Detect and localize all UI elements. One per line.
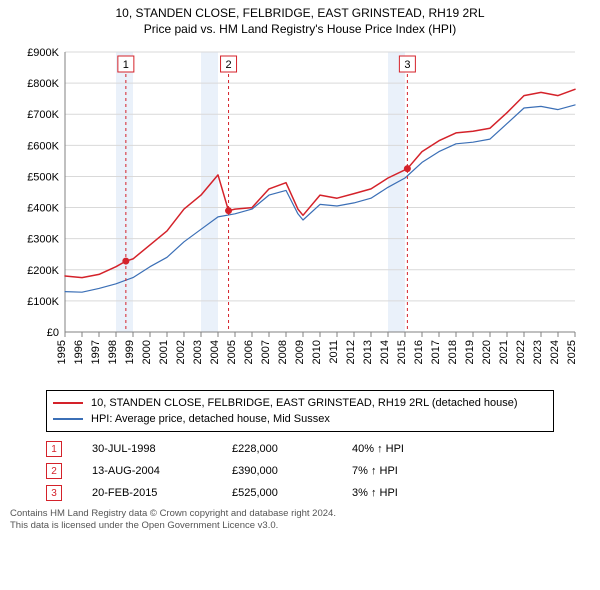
sale-price: £525,000 xyxy=(232,487,352,499)
sale-date: 30-JUL-1998 xyxy=(92,443,232,455)
svg-text:1: 1 xyxy=(123,59,129,71)
sale-marker: 1 xyxy=(46,441,62,457)
sale-marker: 2 xyxy=(46,463,62,479)
legend-swatch xyxy=(53,418,83,420)
title-line2: Price paid vs. HM Land Registry's House … xyxy=(0,22,600,36)
svg-text:2015: 2015 xyxy=(396,340,408,364)
price-chart: £0 £100K £200K £300K £400K £500K £600K £700K £80… xyxy=(15,42,585,384)
svg-text:2009: 2009 xyxy=(294,340,306,364)
sale-price: £390,000 xyxy=(232,465,352,477)
svg-text:£200K: £200K xyxy=(27,265,59,277)
sale-row: 2 13-AUG-2004£390,0007% ↑ HPI xyxy=(46,460,554,482)
chart-svg: £0 £100K £200K £300K £400K £500K £600K £700K £80… xyxy=(15,42,585,384)
svg-text:£900K: £900K xyxy=(27,47,59,59)
svg-text:1998: 1998 xyxy=(107,340,119,364)
sales-table: 1 30-JUL-1998£228,00040% ↑ HPI 2 13-AUG-200… xyxy=(46,438,554,504)
svg-text:£700K: £700K xyxy=(27,109,59,121)
svg-text:2016: 2016 xyxy=(413,340,425,364)
svg-text:2006: 2006 xyxy=(243,340,255,364)
svg-text:2012: 2012 xyxy=(345,340,357,364)
svg-text:1996: 1996 xyxy=(73,340,85,364)
svg-text:2017: 2017 xyxy=(430,340,442,364)
svg-text:2014: 2014 xyxy=(379,340,391,364)
svg-text:2002: 2002 xyxy=(175,340,187,364)
titles: 10, STANDEN CLOSE, FELBRIDGE, EAST GRINS… xyxy=(0,0,600,36)
svg-text:£500K: £500K xyxy=(27,171,59,183)
legend: 10, STANDEN CLOSE, FELBRIDGE, EAST GRINS… xyxy=(46,390,554,432)
svg-text:£300K: £300K xyxy=(27,234,59,246)
svg-text:2022: 2022 xyxy=(515,340,527,364)
svg-text:2018: 2018 xyxy=(447,340,459,364)
svg-text:£400K: £400K xyxy=(27,203,59,215)
svg-text:£600K: £600K xyxy=(27,140,59,152)
svg-text:2007: 2007 xyxy=(260,340,272,364)
svg-text:1995: 1995 xyxy=(56,340,68,364)
legend-label: 10, STANDEN CLOSE, FELBRIDGE, EAST GRINS… xyxy=(91,397,518,409)
legend-swatch xyxy=(53,402,83,404)
svg-text:2004: 2004 xyxy=(209,340,221,364)
svg-text:2010: 2010 xyxy=(311,340,323,364)
title-line1: 10, STANDEN CLOSE, FELBRIDGE, EAST GRINS… xyxy=(0,6,600,20)
sale-row: 1 30-JUL-1998£228,00040% ↑ HPI xyxy=(46,438,554,460)
svg-text:2001: 2001 xyxy=(158,340,170,364)
svg-text:2023: 2023 xyxy=(532,340,544,364)
legend-item: HPI: Average price, detached house, Mid … xyxy=(53,411,547,427)
svg-text:1999: 1999 xyxy=(124,340,136,364)
svg-text:2011: 2011 xyxy=(328,340,340,364)
svg-text:2025: 2025 xyxy=(566,340,578,364)
credits: Contains HM Land Registry data © Crown c… xyxy=(10,508,590,532)
svg-text:2005: 2005 xyxy=(226,340,238,364)
svg-text:2020: 2020 xyxy=(481,340,493,364)
sale-date: 13-AUG-2004 xyxy=(92,465,232,477)
sale-date: 20-FEB-2015 xyxy=(92,487,232,499)
sale-pct: 40% ↑ HPI xyxy=(352,443,472,455)
sale-pct: 7% ↑ HPI xyxy=(352,465,472,477)
svg-text:£800K: £800K xyxy=(27,78,59,90)
page: 10, STANDEN CLOSE, FELBRIDGE, EAST GRINS… xyxy=(0,0,600,590)
svg-text:1997: 1997 xyxy=(90,340,102,364)
svg-text:2: 2 xyxy=(225,59,231,71)
sale-price: £228,000 xyxy=(232,443,352,455)
legend-item: 10, STANDEN CLOSE, FELBRIDGE, EAST GRINS… xyxy=(53,395,547,411)
svg-text:£100K: £100K xyxy=(27,296,59,308)
svg-text:2008: 2008 xyxy=(277,340,289,364)
credits-line2: This data is licensed under the Open Gov… xyxy=(10,520,590,532)
svg-text:2021: 2021 xyxy=(498,340,510,364)
sale-marker: 3 xyxy=(46,485,62,501)
svg-text:3: 3 xyxy=(404,59,410,71)
svg-text:2003: 2003 xyxy=(192,340,204,364)
svg-text:2000: 2000 xyxy=(141,340,153,364)
svg-text:2024: 2024 xyxy=(549,340,561,364)
credits-line1: Contains HM Land Registry data © Crown c… xyxy=(10,508,590,520)
sale-row: 3 20-FEB-2015£525,0003% ↑ HPI xyxy=(46,482,554,504)
svg-text:2013: 2013 xyxy=(362,340,374,364)
svg-text:£0: £0 xyxy=(47,327,59,339)
legend-label: HPI: Average price, detached house, Mid … xyxy=(91,413,330,425)
svg-text:2019: 2019 xyxy=(464,340,476,364)
sale-pct: 3% ↑ HPI xyxy=(352,487,472,499)
